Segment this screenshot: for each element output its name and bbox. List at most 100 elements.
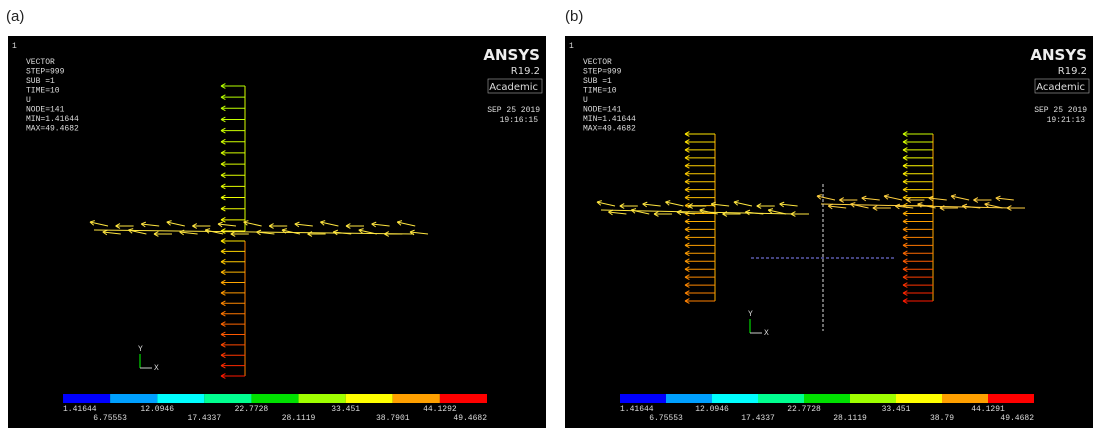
vector-arrow-head (128, 229, 133, 230)
info-line: VECTOR (26, 58, 55, 67)
window-number: 1 (12, 42, 17, 51)
colorbar-label: 49.4682 (453, 414, 487, 423)
vector-arrow-head (851, 203, 856, 204)
colorbar-segment (63, 394, 110, 403)
colorbar-label: 22.7728 (787, 405, 821, 414)
vector-arrow-head (745, 210, 750, 212)
colorbar-label: 44.1291 (971, 405, 1005, 414)
time: 19:21:13 (1047, 116, 1086, 125)
vector-arrow-head (817, 195, 822, 196)
vector-arrow-head (410, 230, 415, 232)
colorbar-label: 1.41644 (63, 405, 97, 414)
colorbar-label: 1.41644 (620, 405, 654, 414)
page: {"panels": [ {"label": "(a)", "window": … (0, 0, 1096, 431)
info-line: MIN=1.41644 (583, 115, 636, 124)
colorbar-segment (896, 394, 942, 403)
info-line: NODE=141 (26, 106, 65, 115)
vector-arrow-head (320, 221, 325, 222)
panel-label: (a) (6, 8, 24, 25)
vector-arrow-head (359, 229, 364, 230)
vector-arrow-head (700, 209, 705, 210)
colorbar-label: 17.4337 (188, 414, 222, 423)
colorbar-segment (393, 394, 440, 403)
info-line: NODE=141 (583, 106, 622, 115)
vector-arrow-head (244, 221, 249, 222)
colorbar-segment (942, 394, 988, 403)
colorbar-label: 33.451 (882, 405, 911, 414)
info-line: U (26, 96, 31, 105)
colorbar-segment (666, 394, 712, 403)
date: SEP 25 2019 (1034, 106, 1087, 115)
vector-arrow-head (862, 196, 867, 198)
info-line: MAX=49.4682 (26, 125, 79, 134)
vector-arrow-head (372, 222, 377, 224)
colorbar-label: 12.0946 (695, 405, 729, 414)
info-line: STEP=999 (583, 68, 622, 77)
vector-arrow-head (996, 196, 1001, 198)
axis-y-label: Y (748, 310, 753, 319)
vector-arrow-head (985, 203, 990, 204)
vector-arrow-head (962, 204, 967, 206)
vector-arrow-head (218, 222, 223, 224)
colorbar-label: 6.75553 (649, 414, 683, 423)
date: SEP 25 2019 (487, 106, 540, 115)
colorbar-label: 38.7901 (376, 414, 410, 423)
axis-y-label: Y (138, 345, 143, 354)
panel-label: (b) (565, 8, 583, 25)
colorbar-segment (440, 394, 487, 403)
colorbar-segment (988, 394, 1034, 403)
colorbar-label: 44.1292 (423, 405, 457, 414)
colorbar-label: 6.75553 (93, 414, 127, 423)
colorbar-label: 17.4337 (741, 414, 775, 423)
info-line: SUB =1 (26, 77, 55, 86)
version: R19.2 (1058, 66, 1087, 77)
colorbar-segment (157, 394, 204, 403)
license: Academic (489, 82, 538, 93)
vector-arrow-head (205, 229, 210, 230)
structure-line (821, 204, 1011, 208)
vector-arrow-head (918, 203, 923, 204)
colorbar-label: 28.1119 (833, 414, 867, 423)
brand: ANSYS (483, 46, 540, 64)
vector-arrow-head (333, 230, 338, 232)
axis-x-label: X (154, 364, 159, 373)
info-line: U (583, 96, 588, 105)
colorbar-label: 22.7728 (235, 405, 269, 414)
vector-arrow-head (780, 202, 785, 204)
vector-arrow-head (951, 195, 956, 196)
info-line: VECTOR (583, 58, 612, 67)
colorbar-label: 28.1119 (282, 414, 316, 423)
axis-x-label: X (764, 329, 769, 338)
info-line: TIME=10 (26, 87, 60, 96)
colorbar-label: 33.451 (331, 405, 360, 414)
vector-arrow-head (768, 209, 773, 210)
colorbar-segment (251, 394, 298, 403)
colorbar-segment (110, 394, 157, 403)
vector-arrow-head (631, 209, 636, 210)
window-number: 1 (569, 42, 574, 51)
brand: ANSYS (1030, 46, 1087, 64)
info-line: MAX=49.4682 (583, 125, 636, 134)
version: R19.2 (511, 66, 540, 77)
vector-arrow-head (665, 201, 670, 202)
info-line: TIME=10 (583, 87, 617, 96)
colorbar-segment (712, 394, 758, 403)
ansys-view: 1 VECTORSTEP=999SUB =1TIME=10UNODE=141MIN… (8, 36, 546, 428)
info-line: STEP=999 (26, 68, 65, 77)
vector-arrow-head (597, 201, 602, 202)
colorbar-segment (346, 394, 393, 403)
vector-arrow-head (295, 222, 300, 224)
colorbar-segment (204, 394, 251, 403)
colorbar-label: 38.79 (930, 414, 954, 423)
colorbar-segment (850, 394, 896, 403)
colorbar-label: 49.4682 (1000, 414, 1034, 423)
colorbar-segment (804, 394, 850, 403)
info-line: MIN=1.41644 (26, 115, 79, 124)
vector-arrow-head (167, 221, 172, 222)
vector-arrow-head (282, 229, 287, 230)
colorbar-segment (620, 394, 666, 403)
vector-arrow-head (141, 222, 146, 224)
license: Academic (1036, 82, 1085, 93)
ansys-view: 1VECTORSTEP=999SUB =1TIME=10UNODE=141MIN… (565, 36, 1093, 428)
vector-arrow-head (884, 195, 889, 196)
